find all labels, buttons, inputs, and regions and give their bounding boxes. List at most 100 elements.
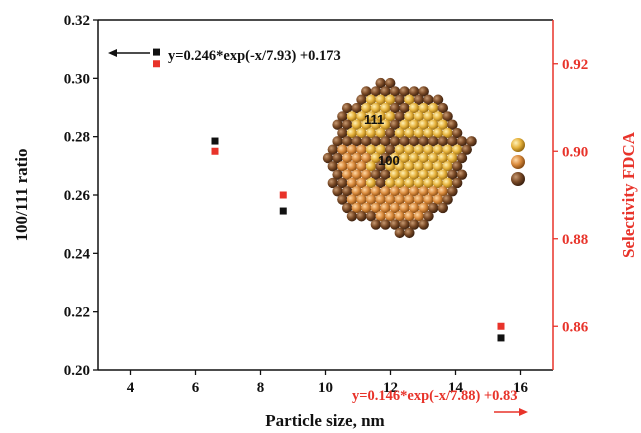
atom-icon	[413, 194, 425, 205]
atom-icon	[351, 186, 362, 197]
atom-icon	[432, 111, 444, 122]
atom-icon	[356, 127, 367, 139]
atom-icon	[437, 102, 449, 114]
ratio-point	[279, 207, 287, 215]
atom-icon	[337, 161, 348, 172]
atom-icon	[370, 119, 382, 130]
atom-icon	[356, 194, 367, 205]
atom-icon	[375, 111, 386, 122]
atom-icon	[413, 177, 425, 189]
atom-icon	[418, 152, 429, 164]
atom-icon	[375, 194, 386, 205]
atom-icon	[394, 127, 405, 139]
atom-icon	[394, 111, 405, 122]
atom-icon	[428, 169, 439, 180]
atom-icon	[375, 127, 386, 139]
atom-icon	[375, 211, 386, 222]
atom-icon	[399, 169, 410, 180]
atom-icon	[346, 211, 358, 222]
atom-icon	[370, 169, 382, 180]
atom-icon	[428, 136, 439, 147]
atom-icon	[451, 144, 463, 155]
atom-icon	[408, 169, 420, 180]
atom-icon	[380, 202, 391, 214]
atom-icon	[404, 144, 415, 155]
atom-icon	[341, 152, 353, 164]
y-left-tick-label: 0.32	[64, 13, 90, 29]
y-right-axis-title: Selectivity FDCA	[619, 131, 638, 258]
atom-icon	[389, 136, 401, 147]
arrow-left-icon	[108, 49, 150, 57]
atom-icon	[346, 144, 358, 155]
atom-icon	[370, 202, 382, 214]
data-marks	[153, 48, 505, 342]
atom-icon	[370, 219, 382, 230]
atom-icon	[442, 127, 453, 139]
atom-icon	[399, 119, 410, 130]
atom-icon	[437, 152, 449, 164]
y-left-tick-label: 0.20	[64, 363, 90, 379]
arrow-right-icon	[494, 408, 528, 416]
atom-icon	[375, 144, 386, 155]
ratio-point	[497, 334, 505, 342]
atom-icon	[428, 202, 439, 214]
atom-icon	[442, 177, 453, 189]
atom-icon	[389, 169, 401, 180]
atom-icon	[385, 144, 396, 155]
atom-icon	[394, 211, 405, 222]
selectivity-point	[279, 191, 287, 199]
atom-icon	[418, 219, 429, 230]
y-right-tick-label: 0.88	[562, 232, 588, 248]
atom-icon	[361, 152, 372, 164]
atom-icon	[404, 194, 415, 205]
atom-sphere-orange-icon	[511, 155, 525, 169]
atom-icon	[447, 169, 458, 180]
atom-icon	[432, 177, 444, 189]
atom-icon	[327, 144, 339, 155]
atom-icon	[351, 136, 362, 147]
x-tick-label: 16	[513, 380, 529, 396]
atom-icon	[341, 169, 353, 180]
atom-icon	[327, 177, 339, 189]
atom-icon	[404, 94, 415, 105]
atom-icon	[437, 169, 449, 180]
y-left-axis-title: 100/111 ratio	[12, 148, 31, 241]
atom-icon	[437, 119, 449, 130]
atom-icon	[428, 152, 439, 164]
atom-icon	[375, 161, 386, 172]
atom-icon	[432, 144, 444, 155]
atom-icon	[404, 161, 415, 172]
atom-icon	[365, 94, 377, 105]
atom-icon	[365, 111, 377, 122]
atom-icon	[332, 152, 343, 164]
atom-icon	[451, 177, 463, 189]
atom-icon	[385, 94, 396, 105]
atom-icon	[413, 144, 425, 155]
atom-icon	[399, 186, 410, 197]
atom-sphere-gold-icon	[511, 138, 525, 152]
atom-icon	[451, 127, 463, 139]
atom-icon	[389, 219, 401, 230]
atom-icon	[322, 152, 334, 164]
atom-icon	[399, 202, 410, 214]
atom-icon	[432, 127, 444, 139]
x-tick-label: 14	[448, 380, 464, 396]
x-tick-label: 4	[127, 380, 135, 396]
atom-icon	[399, 152, 410, 164]
atom-icon	[380, 136, 391, 147]
atom-icon	[408, 219, 420, 230]
atom-icon	[370, 152, 382, 164]
atom-icon	[394, 227, 405, 239]
atom-icon	[413, 127, 425, 139]
nanoparticle-illustration	[322, 77, 477, 239]
atom-icon	[413, 211, 425, 222]
atom-icon	[442, 144, 453, 155]
facet-label-111: 111	[364, 112, 384, 127]
atom-icon	[404, 227, 415, 239]
atom-icon	[361, 169, 372, 180]
atom-icon	[380, 169, 391, 180]
atom-icon	[332, 186, 343, 197]
atom-icon	[408, 119, 420, 130]
atom-icon	[447, 119, 458, 130]
atom-icon	[341, 102, 353, 114]
